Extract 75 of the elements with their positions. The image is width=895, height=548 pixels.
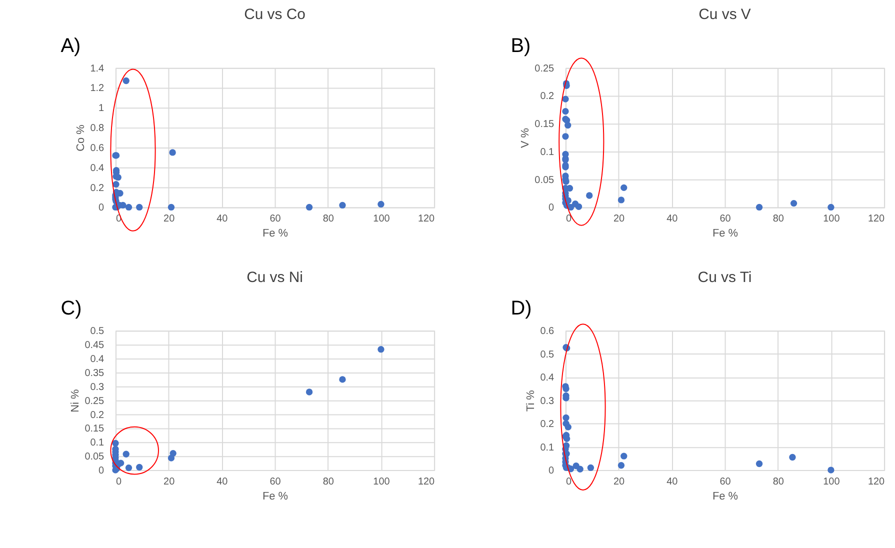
x-axis-title: Fe % <box>712 228 738 240</box>
y-tick-label: 0.25 <box>534 63 554 74</box>
text: D) <box>510 298 532 320</box>
x-tick-label: 0 <box>566 214 572 225</box>
x-tick-label: 60 <box>720 476 732 488</box>
y-tick-label: 0.2 <box>90 410 104 421</box>
y-tick-label: 0.2 <box>90 182 104 194</box>
text: A) <box>60 34 81 57</box>
x-tick-label: 120 <box>868 214 886 225</box>
y-tick-label: 0.4 <box>540 372 554 384</box>
y-tick-label: 0.2 <box>540 419 554 430</box>
y-tick-label: 0 <box>98 466 105 477</box>
x-tick-label: 120 <box>418 214 436 225</box>
x-tick-label: 40 <box>216 476 228 488</box>
x-tick-label: 80 <box>772 476 784 488</box>
y-tick-label: 0.1 <box>540 146 554 158</box>
x-tick-label: 60 <box>720 214 732 225</box>
x-tick-label: 40 <box>216 214 228 225</box>
x-tick-label: 100 <box>373 214 390 225</box>
chart-title: Cu vs V <box>698 6 751 24</box>
y-tick-label: 0.5 <box>90 326 104 338</box>
y-tick-label: 0.15 <box>84 424 105 435</box>
y-tick-label: 0.1 <box>90 438 104 449</box>
x-tick-label: 100 <box>823 214 840 225</box>
y-tick-label: 0 <box>98 202 105 214</box>
text: C) <box>60 298 82 320</box>
y-tick-label: 0.3 <box>540 396 554 407</box>
y-axis-title: Ti % <box>525 390 538 412</box>
y-tick-label: 0.05 <box>84 452 105 463</box>
y-axis-title: V % <box>520 128 532 148</box>
y-axis-title: Ni % <box>70 389 82 412</box>
x-tick-label: 80 <box>322 476 334 488</box>
x-tick-label: 80 <box>322 214 334 225</box>
y-tick-label: 0.45 <box>84 340 105 352</box>
y-tick-label: 0.3 <box>90 382 104 393</box>
y-tick-label: 0.6 <box>540 326 554 338</box>
y-tick-label: 0.15 <box>534 119 554 130</box>
x-tick-label: 120 <box>418 476 436 488</box>
y-tick-label: 0.8 <box>90 123 104 134</box>
x-tick-label: 20 <box>614 476 626 488</box>
x-axis-title: Fe % <box>262 228 288 240</box>
x-axis-title: Fe % <box>712 490 738 502</box>
chart-title: Cu vs Ni <box>246 268 303 286</box>
x-tick-label: 100 <box>823 476 840 488</box>
y-tick-label: 0.6 <box>90 142 104 154</box>
y-tick-label: 0.1 <box>540 442 554 454</box>
x-tick-label: 20 <box>164 476 176 488</box>
y-tick-label: 0.5 <box>540 349 554 360</box>
x-tick-label: 60 <box>270 214 282 225</box>
y-tick-label: 0.4 <box>90 354 104 366</box>
x-tick-label: 40 <box>666 214 678 225</box>
x-tick-label: 0 <box>566 476 572 488</box>
chart-title: Cu vs Co <box>244 6 306 24</box>
y-tick-label: 0 <box>548 202 554 214</box>
x-tick-label: 20 <box>164 214 176 225</box>
x-tick-label: 80 <box>772 214 784 225</box>
x-tick-label: 120 <box>868 476 886 488</box>
y-tick-label: 0.05 <box>534 174 554 186</box>
y-tick-label: 0 <box>548 466 554 477</box>
text: B) <box>510 34 531 57</box>
x-tick-label: 100 <box>373 476 390 488</box>
y-tick-label: 1.2 <box>90 83 104 94</box>
y-tick-label: 0.2 <box>540 91 554 102</box>
y-axis-title: Co % <box>75 124 88 152</box>
y-tick-label: 1.4 <box>90 63 104 74</box>
y-tick-label: 0.4 <box>90 162 104 174</box>
x-tick-label: 40 <box>666 476 678 488</box>
chart-title: Cu vs Ti <box>698 268 752 286</box>
x-tick-label: 20 <box>614 214 626 225</box>
y-tick-label: 0.35 <box>84 368 105 379</box>
y-tick-label: 1 <box>98 103 105 114</box>
x-tick-label: 60 <box>270 476 282 488</box>
x-tick-label: 0 <box>116 476 122 488</box>
x-axis-title: Fe % <box>262 490 288 502</box>
y-tick-label: 0.25 <box>84 396 105 407</box>
